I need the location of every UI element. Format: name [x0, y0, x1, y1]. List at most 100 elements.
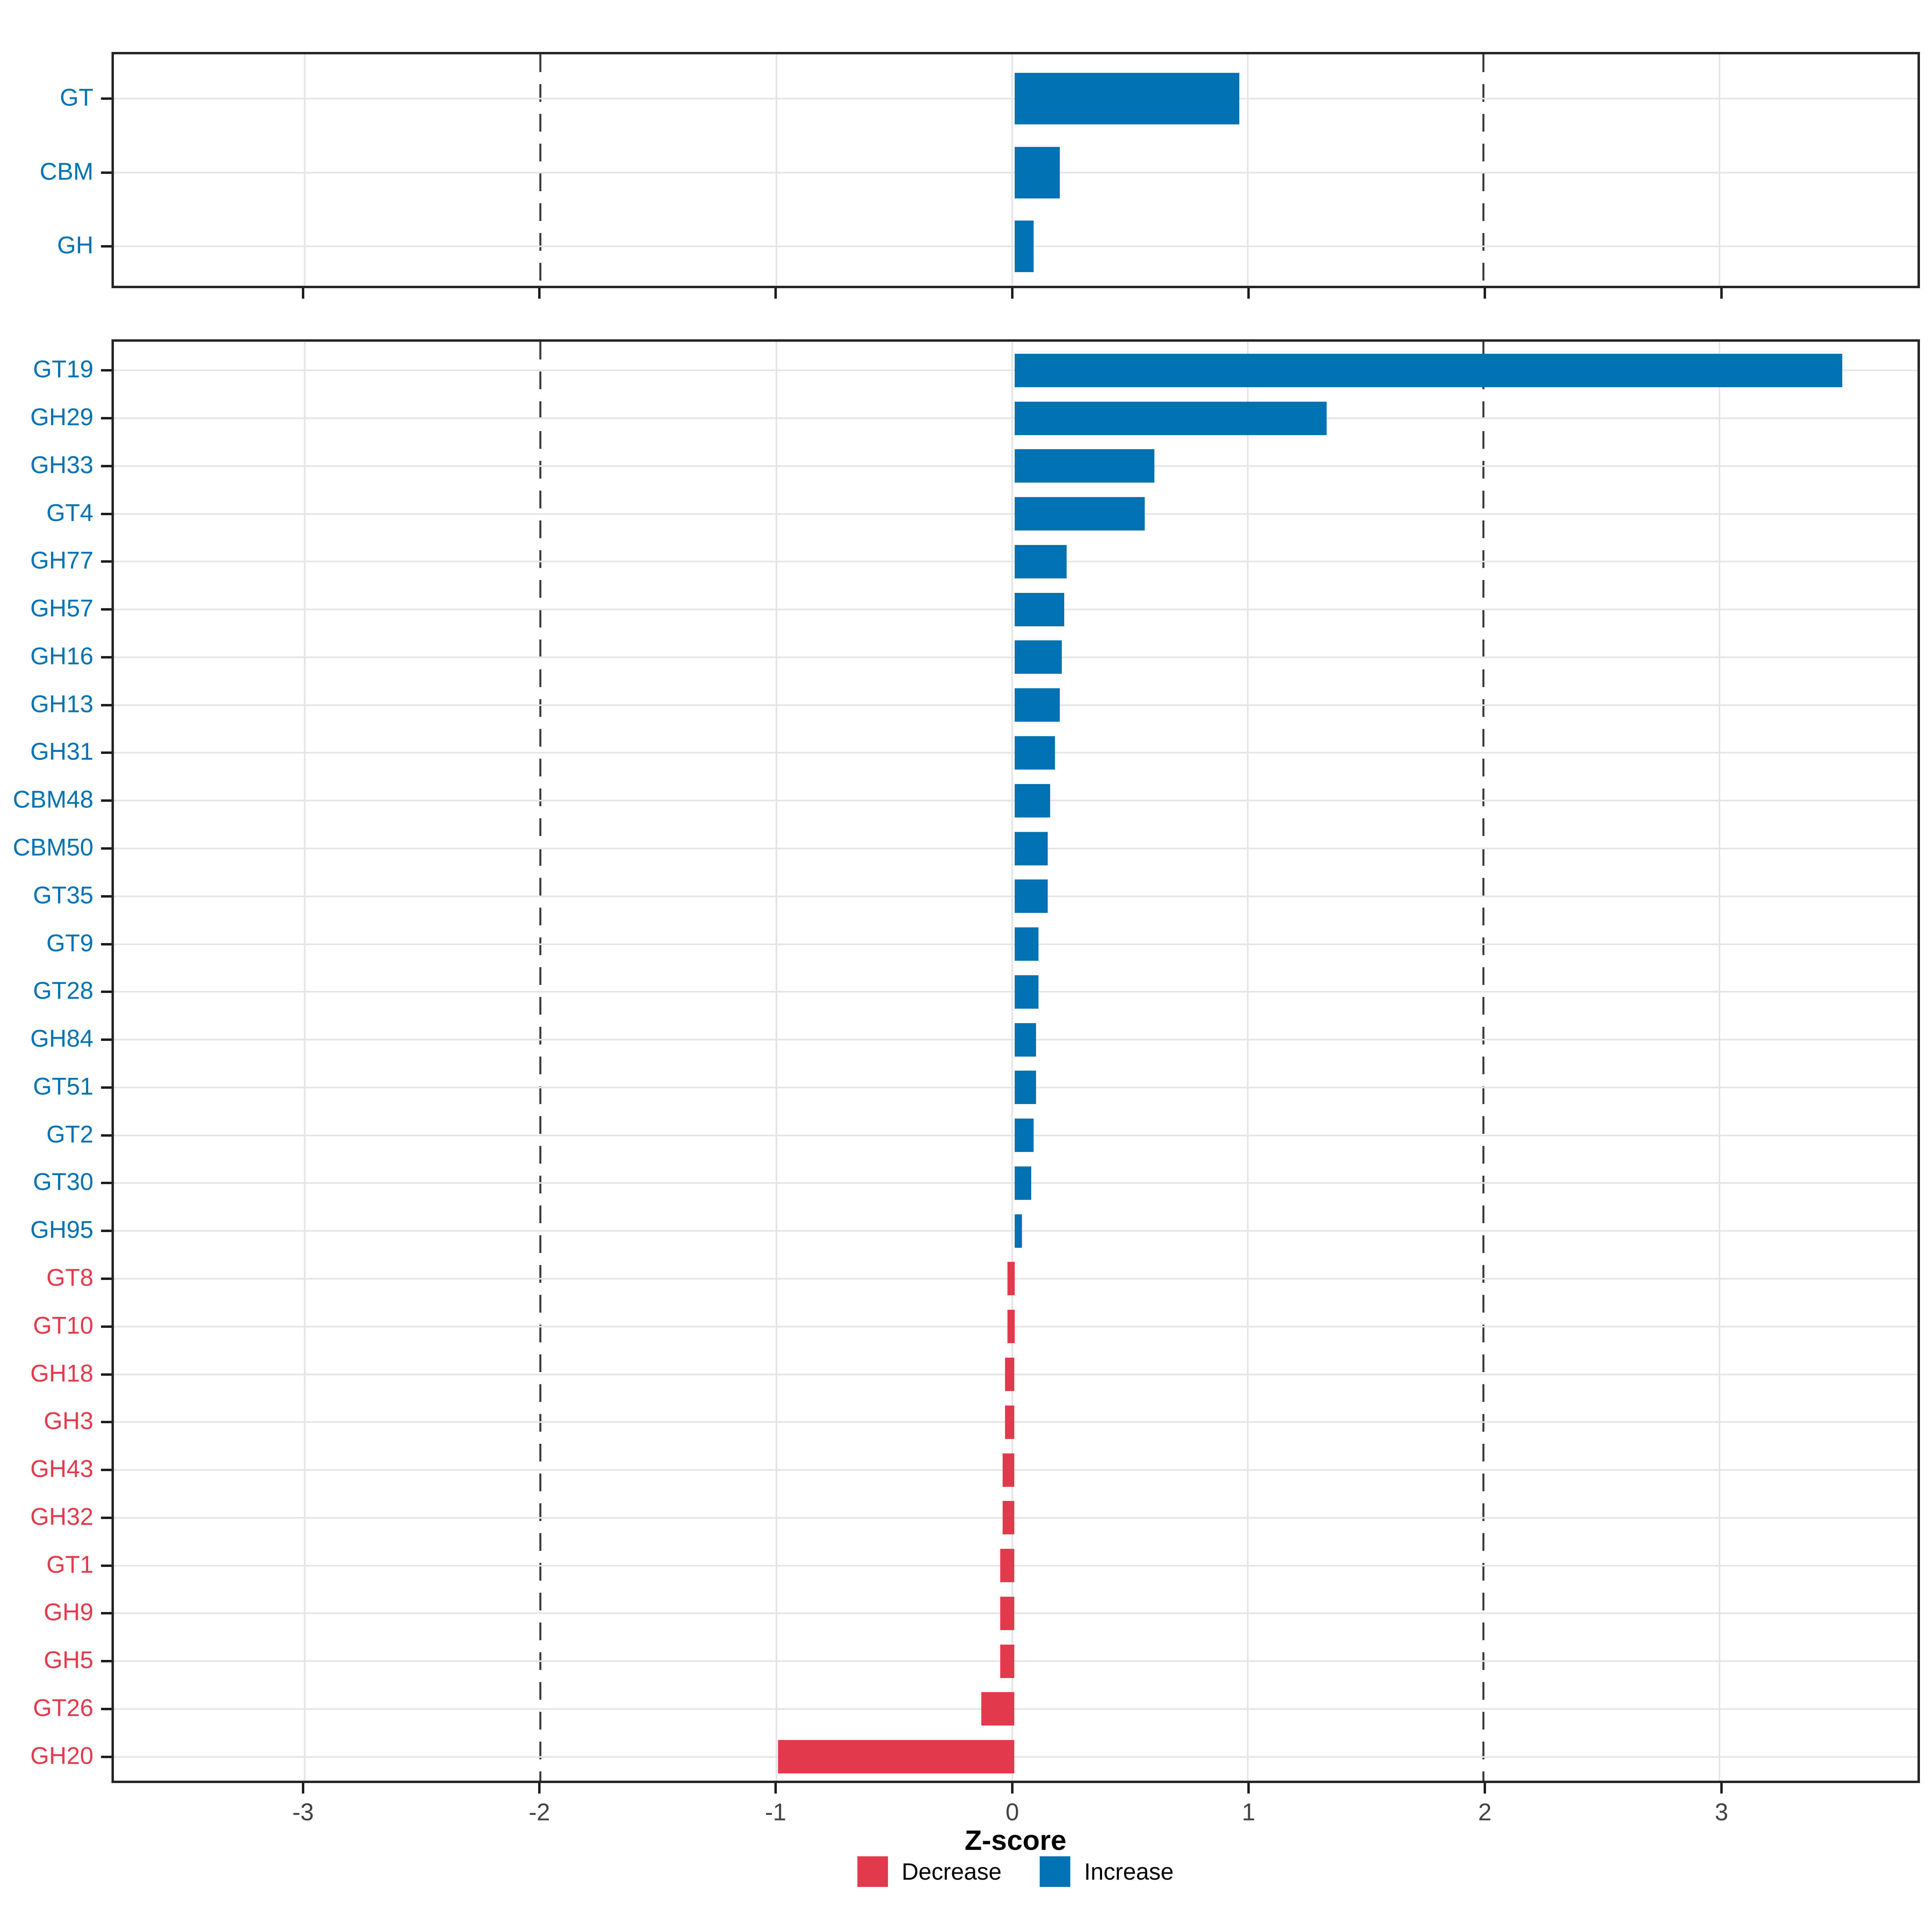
y-axis-label-GH57: GH57	[30, 594, 93, 622]
y-tick-GH13	[101, 704, 111, 706]
bar-GH	[1015, 221, 1034, 272]
y-axis-label-GH84: GH84	[30, 1025, 93, 1052]
y-axis-label-GT8: GT8	[46, 1264, 93, 1291]
y-tick-GT9	[101, 943, 111, 945]
x-tick-label--2: -2	[528, 1798, 550, 1826]
gridline-x-1	[1247, 54, 1249, 286]
bar-GT19	[1015, 354, 1842, 387]
y-tick-GH31	[101, 751, 111, 754]
y-tick-GH33	[101, 465, 111, 467]
bar-GH84	[1015, 1023, 1036, 1057]
y-axis-label-GH95: GH95	[30, 1216, 93, 1243]
bar-GH95	[1015, 1214, 1022, 1248]
y-axis-label-GT2: GT2	[46, 1121, 93, 1148]
bar-GH9	[1000, 1597, 1014, 1630]
y-tick-GH77	[101, 560, 111, 563]
y-tick-GT4	[101, 513, 111, 515]
x-tick-1-panel1	[1247, 1783, 1250, 1794]
y-tick-GT28	[101, 991, 111, 993]
y-axis-label-GH3: GH3	[43, 1407, 93, 1435]
y-tick-GT1	[101, 1565, 111, 1567]
y-axis-label-GH: GH	[57, 231, 93, 259]
y-tick-GT10	[101, 1325, 111, 1328]
gridline-x--3	[304, 342, 306, 1781]
x-tick--1-panel0	[774, 288, 777, 299]
x-axis-title: Z-score	[964, 1825, 1067, 1856]
y-axis-label-GT35: GT35	[33, 881, 93, 909]
x-tick-label-0: 0	[1005, 1798, 1019, 1826]
dashed-guide-x-2	[1482, 54, 1485, 286]
y-tick-GT30	[101, 1182, 111, 1184]
gridline-row-GH5	[114, 1660, 1918, 1662]
y-axis-label-GH43: GH43	[30, 1455, 93, 1482]
bar-CBM48	[1015, 784, 1050, 817]
gridline-row-GH43	[114, 1469, 1918, 1471]
bar-GT4	[1015, 497, 1145, 530]
x-tick--3-panel1	[302, 1783, 304, 1794]
x-tick--3-panel0	[302, 288, 304, 299]
x-tick-2-panel0	[1484, 288, 1486, 299]
y-axis-label-GH77: GH77	[30, 547, 93, 574]
y-axis-label-GH32: GH32	[30, 1503, 93, 1530]
gridline-row-GH18	[114, 1374, 1918, 1375]
y-axis-label-GH13: GH13	[30, 690, 93, 718]
bar-GH77	[1015, 545, 1067, 578]
bar-GT	[1015, 73, 1239, 124]
gridline-x--1	[775, 342, 777, 1781]
bar-GH32	[1003, 1501, 1014, 1534]
y-axis-label-GT19: GT19	[33, 355, 93, 383]
bar-GT30	[1015, 1166, 1031, 1200]
y-tick-GT26	[101, 1708, 111, 1710]
y-tick-CBM	[101, 171, 111, 174]
legend-item-decrease: Decrease	[857, 1856, 1001, 1887]
y-axis-label-GH18: GH18	[30, 1360, 93, 1387]
y-axis-label-GT30: GT30	[33, 1168, 93, 1195]
bar-GH57	[1015, 593, 1064, 626]
y-tick-GH20	[101, 1756, 111, 1758]
y-tick-GH16	[101, 656, 111, 658]
x-tick-label--1: -1	[765, 1798, 786, 1826]
x-tick-3-panel1	[1720, 1783, 1723, 1794]
gridline-row-GH32	[114, 1517, 1918, 1519]
gridline-row-GH20	[114, 1756, 1918, 1758]
x-tick-label-2: 2	[1478, 1798, 1492, 1826]
y-tick-GH43	[101, 1469, 111, 1471]
bar-GH33	[1015, 449, 1154, 483]
bar-GH5	[1000, 1645, 1014, 1678]
y-tick-GT19	[101, 369, 111, 372]
x-tick--2-panel1	[538, 1783, 541, 1794]
y-tick-GH29	[101, 417, 111, 419]
y-axis-label-GH9: GH9	[43, 1598, 93, 1626]
dashed-guide-x-2	[1482, 342, 1485, 1781]
x-tick--2-panel0	[538, 288, 541, 299]
legend-swatch-increase-icon	[1040, 1856, 1071, 1887]
legend: Decrease Increase	[857, 1856, 1174, 1887]
x-tick-label--3: -3	[292, 1798, 314, 1826]
legend-label-decrease: Decrease	[902, 1858, 1002, 1885]
x-tick-label-3: 3	[1715, 1798, 1728, 1826]
gridline-row-GT26	[114, 1708, 1918, 1710]
gridline-x--3	[304, 54, 306, 286]
bar-GH31	[1015, 736, 1055, 770]
x-tick-2-panel1	[1484, 1783, 1486, 1794]
y-axis-label-GT4: GT4	[46, 499, 93, 526]
gridline-x-3	[1718, 342, 1720, 1781]
y-tick-GH95	[101, 1230, 111, 1232]
y-tick-GH	[101, 245, 111, 248]
y-axis-label-GH31: GH31	[30, 738, 93, 765]
bar-CBM50	[1015, 832, 1048, 865]
y-axis-label-GT28: GT28	[33, 977, 93, 1004]
y-axis-label-GT51: GT51	[33, 1073, 93, 1100]
x-tick-0-panel1	[1011, 1783, 1013, 1794]
bar-GH29	[1015, 402, 1327, 435]
bar-GT26	[981, 1692, 1014, 1726]
y-axis-label-GH16: GH16	[30, 642, 93, 670]
x-tick--1-panel1	[774, 1783, 777, 1794]
gridline-row-GT10	[114, 1326, 1918, 1327]
bar-GH20	[778, 1740, 1014, 1773]
y-axis-label-GH20: GH20	[30, 1742, 93, 1769]
gridline-row-GH9	[114, 1612, 1918, 1614]
y-tick-GH57	[101, 608, 111, 611]
